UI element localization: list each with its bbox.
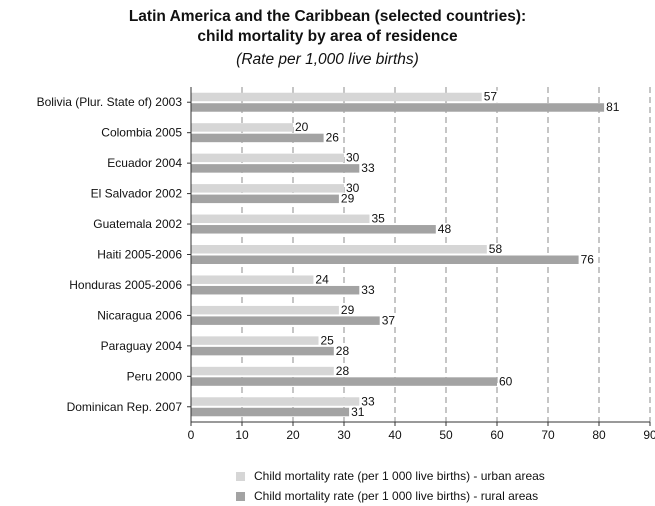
value-label-bg: [339, 192, 356, 205]
bar-urban: [191, 184, 344, 193]
value-label-bg: [350, 405, 367, 418]
x-tick-label: 50: [439, 428, 453, 442]
legend-label-rural: Child mortality rate (per 1 000 live bir…: [254, 489, 539, 503]
value-label-bg: [579, 253, 596, 266]
bar-rural: [191, 103, 605, 112]
value-label-urban: 35: [372, 212, 386, 226]
value-label-urban: 57: [484, 90, 498, 104]
bar-urban: [191, 397, 360, 406]
chart-subtitle: (Rate per 1,000 live births): [236, 51, 419, 68]
x-tick-label: 10: [235, 428, 249, 442]
bar-urban: [191, 123, 293, 132]
value-label-bg: [360, 395, 377, 408]
chart-title-line-2: child mortality by area of residence: [197, 28, 458, 45]
chart-title: Latin America and the Caribbean (selecte…: [128, 8, 527, 25]
value-label-rural: 60: [499, 374, 513, 388]
category-label: Colombia 2005: [101, 126, 182, 140]
bar-rural: [191, 225, 436, 234]
x-tick-label: 40: [388, 428, 402, 442]
bar-urban: [191, 305, 339, 315]
bar-rural: [191, 407, 350, 417]
x-tick-label: 0: [188, 428, 195, 442]
category-label: Nicaragua 2006: [97, 308, 182, 322]
bar-rural: [191, 316, 380, 325]
category-label: Bolivia (Plur. State of) 2003: [37, 95, 183, 109]
bar-urban: [191, 245, 487, 254]
value-label-urban: 20: [295, 120, 309, 134]
value-label-rural: 81: [606, 100, 620, 114]
bar-urban: [191, 275, 314, 284]
value-label-bg: [482, 90, 499, 103]
category-label: Peru 2000: [127, 369, 183, 383]
value-label-urban: 28: [336, 364, 350, 378]
bar-urban: [191, 336, 319, 345]
value-label-bg: [334, 364, 351, 377]
value-label-urban: 58: [489, 242, 503, 256]
value-label-rural: 33: [361, 161, 375, 175]
bar-urban: [191, 92, 482, 102]
category-label: Paraguay 2004: [101, 339, 183, 353]
category-label: Guatemala 2002: [93, 217, 182, 231]
legend-swatch-rural: [236, 491, 245, 501]
value-label-bg: [314, 273, 331, 286]
value-label-rural: 28: [336, 344, 350, 358]
value-label-bg: [345, 151, 361, 164]
value-label-urban: 30: [346, 151, 360, 165]
x-tick-label: 80: [592, 428, 606, 442]
value-label-bg: [360, 283, 377, 296]
legend-label-urban: Child mortality rate (per 1 000 live bir…: [254, 469, 545, 483]
x-tick-label: 90: [643, 428, 655, 442]
value-label-bg: [294, 121, 310, 134]
x-tick-label: 30: [337, 428, 351, 442]
value-label-rural: 33: [361, 283, 375, 297]
bar-urban: [191, 214, 370, 224]
legend-item-urban: Child mortality rate (per 1 000 live bir…: [236, 469, 545, 483]
bar-rural: [191, 285, 360, 295]
bar-rural: [191, 194, 339, 204]
value-label-rural: 76: [581, 253, 595, 267]
bar-rural: [191, 133, 324, 143]
x-tick-label: 70: [541, 428, 555, 442]
category-label: Haiti 2005-2006: [97, 248, 182, 262]
bar-rural: [191, 377, 497, 386]
value-label-bg: [360, 162, 377, 175]
value-label-urban: 24: [315, 272, 329, 286]
value-label-bg: [334, 344, 351, 357]
category-label: El Salvador 2002: [91, 187, 183, 201]
category-label: Ecuador 2004: [107, 156, 182, 170]
legend-item-rural: Child mortality rate (per 1 000 live bir…: [236, 489, 538, 503]
value-label-bg: [498, 375, 514, 388]
value-label-rural: 48: [438, 222, 452, 236]
bar-rural: [191, 164, 360, 173]
value-label-bg: [605, 101, 622, 114]
bar-rural: [191, 346, 334, 356]
value-label-bg: [319, 334, 336, 347]
value-label-bg: [370, 212, 387, 225]
value-label-rural: 31: [351, 405, 365, 419]
bar-urban: [191, 153, 344, 163]
category-label: Honduras 2005-2006: [69, 278, 182, 292]
value-label-bg: [436, 223, 453, 236]
value-label-bg: [487, 243, 504, 255]
value-label-urban: 25: [321, 333, 335, 347]
value-label-urban: 29: [341, 303, 355, 317]
x-tick-label: 60: [490, 428, 504, 442]
category-label: Dominican Rep. 2007: [67, 400, 183, 414]
value-label-bg: [345, 182, 361, 195]
bar-urban: [191, 366, 334, 376]
bar-rural: [191, 255, 579, 264]
x-tick-label: 20: [286, 428, 300, 442]
value-label-urban: 33: [361, 394, 375, 408]
value-label-rural: 29: [341, 192, 355, 206]
value-label-bg: [324, 131, 341, 144]
legend-swatch-urban: [236, 471, 245, 481]
value-label-rural: 26: [326, 131, 340, 145]
value-label-bg: [339, 303, 356, 316]
value-label-bg: [380, 314, 397, 327]
value-label-urban: 30: [346, 181, 360, 195]
value-label-rural: 37: [382, 313, 396, 327]
